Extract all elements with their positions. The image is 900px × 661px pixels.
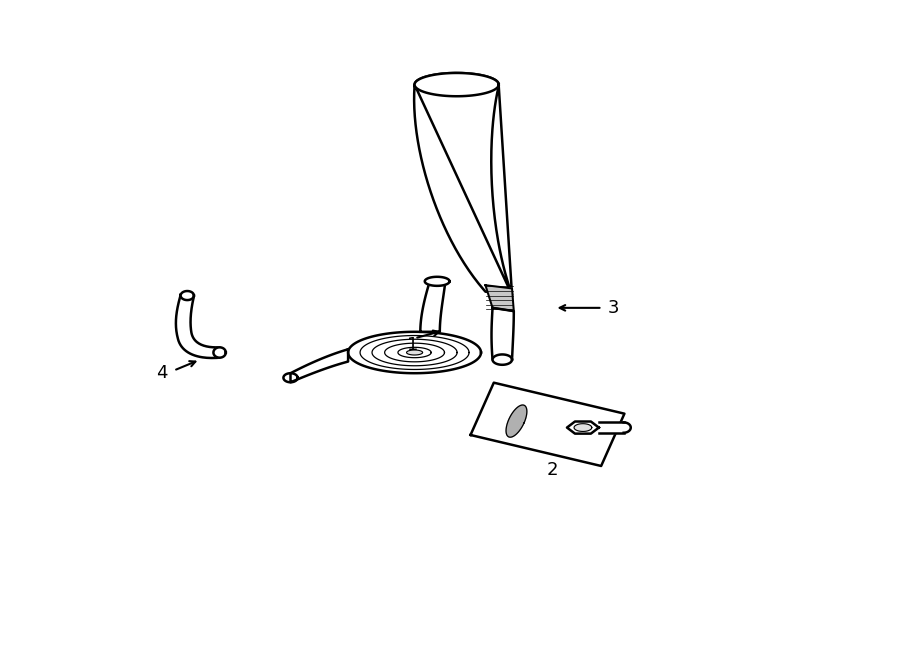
Text: 1: 1 (407, 336, 418, 354)
Polygon shape (176, 295, 220, 358)
Polygon shape (567, 422, 598, 434)
Polygon shape (425, 277, 450, 286)
Polygon shape (485, 285, 514, 311)
Polygon shape (348, 332, 481, 373)
Text: 4: 4 (157, 364, 167, 381)
Polygon shape (213, 347, 226, 358)
Polygon shape (492, 354, 512, 365)
Polygon shape (420, 284, 446, 332)
Text: 2: 2 (546, 461, 558, 479)
Polygon shape (506, 405, 526, 437)
Polygon shape (414, 73, 512, 295)
Text: 3: 3 (608, 299, 620, 317)
Polygon shape (181, 291, 194, 300)
Polygon shape (415, 73, 499, 97)
Polygon shape (598, 422, 624, 433)
Polygon shape (284, 373, 298, 382)
Polygon shape (491, 308, 514, 360)
Polygon shape (291, 349, 348, 382)
Polygon shape (574, 424, 592, 432)
Polygon shape (407, 350, 422, 355)
Polygon shape (471, 383, 625, 466)
